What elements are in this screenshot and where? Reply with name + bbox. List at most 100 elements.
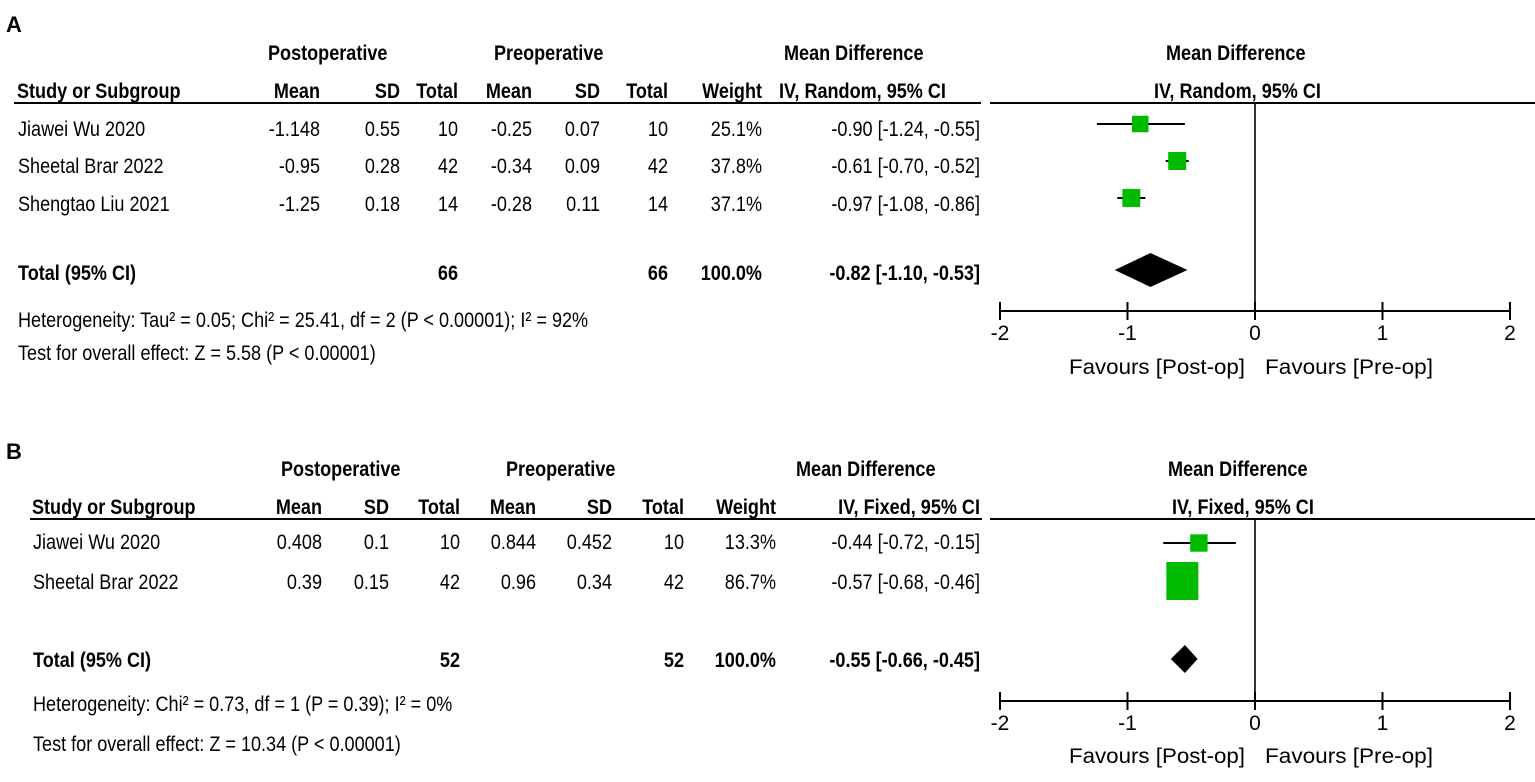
cell-sd1: 0.1 (363, 531, 389, 554)
cell-sd1: 0.55 (364, 118, 400, 141)
group1-header: Postoperative (268, 42, 388, 65)
cell-mean2: 0.844 (490, 531, 536, 554)
favours-right-label: Favours [Pre-op] (1265, 745, 1433, 768)
x-tick-label: 1 (1377, 712, 1389, 735)
total-total1: 66 (437, 262, 458, 285)
total-total2: 52 (663, 649, 684, 672)
cell-sd1: 0.15 (353, 571, 389, 594)
cell-ci: -0.57 [-0.68, -0.46] (831, 571, 980, 594)
x-tick-label: 0 (1249, 712, 1261, 735)
study-marker (1122, 189, 1141, 207)
panel-label: B (6, 439, 22, 464)
cell-weight: 13.3% (724, 531, 776, 554)
x-tick-label: 0 (1249, 322, 1261, 345)
forest-plot: -2 -1 0 1 2 Favours [Post-op] Favours [Pre-op] (991, 520, 1516, 768)
plot-effect-header: Mean Difference (1166, 42, 1306, 65)
col-sd2: SD (586, 496, 612, 519)
col-study: Study or Subgroup (32, 496, 196, 519)
cell-weight: 37.8% (710, 155, 762, 178)
cell-sd1: 0.18 (364, 193, 400, 216)
col-weight: Weight (716, 496, 776, 519)
group1-header: Postoperative (281, 458, 401, 481)
plot-header-rule (990, 102, 1535, 104)
col-mean2: Mean (489, 496, 536, 519)
favours-left-label: Favours [Post-op] (1069, 356, 1245, 379)
col-total1: Total (418, 496, 460, 519)
header-rule (14, 102, 981, 104)
forest-plot-panel-a: A Postoperative Preoperative Mean Differ… (6, 12, 1535, 379)
col-mean2: Mean (485, 80, 532, 103)
panel-label: A (6, 12, 22, 37)
cell-mean1: 0.408 (276, 531, 322, 554)
cell-total2: 10 (663, 531, 684, 554)
x-tick-label: -2 (991, 322, 1010, 345)
total-weight: 100.0% (700, 262, 762, 285)
cell-mean1: -1.25 (278, 193, 320, 216)
study-marker (1168, 152, 1187, 170)
overall-effect-text: Test for overall effect: Z = 5.58 (P < 0… (18, 342, 376, 365)
study-marker (1131, 115, 1149, 133)
cell-total2: 10 (647, 118, 668, 141)
cell-ci: -0.90 [-1.24, -0.55] (831, 118, 980, 141)
cell-mean1: 0.39 (286, 571, 322, 594)
cell-total1: 42 (437, 155, 458, 178)
overall-effect-text: Test for overall effect: Z = 10.34 (P < … (33, 733, 401, 756)
cell-mean2: 0.96 (500, 571, 536, 594)
col-weight: Weight (702, 80, 762, 103)
header-rule (30, 518, 982, 520)
col-ci: IV, Fixed, 95% CI (838, 496, 980, 519)
group2-header: Preoperative (506, 458, 616, 481)
heterogeneity-text: Heterogeneity: Chi² = 0.73, df = 1 (P = … (33, 693, 453, 716)
cell-sd2: 0.09 (564, 155, 600, 178)
total-label: Total (95% CI) (33, 649, 152, 672)
cell-sd2: 0.11 (566, 193, 600, 216)
favours-left-label: Favours [Post-op] (1069, 745, 1245, 768)
col-total1: Total (416, 80, 458, 103)
col-sd1: SD (363, 496, 389, 519)
cell-mean2: -0.34 (490, 155, 532, 178)
plot-method: IV, Fixed, 95% CI (1172, 496, 1314, 519)
col-mean1: Mean (273, 80, 320, 103)
x-tick-label: -1 (1118, 322, 1137, 345)
cell-total2: 42 (647, 155, 668, 178)
total-ci: -0.55 [-0.66, -0.45] (829, 649, 980, 672)
cell-sd2: 0.452 (566, 531, 612, 554)
plot-header-rule (990, 518, 1535, 520)
cell-mean1: -1.148 (268, 118, 320, 141)
total-weight: 100.0% (714, 649, 776, 672)
study-marker (1166, 562, 1199, 600)
col-sd2: SD (574, 80, 600, 103)
cell-total1: 14 (437, 193, 458, 216)
cell-sd2: 0.34 (576, 571, 612, 594)
total-ci: -0.82 [-1.10, -0.53] (829, 262, 980, 285)
pooled-diamond (1114, 253, 1188, 287)
total-label: Total (95% CI) (18, 262, 137, 285)
heterogeneity-text: Heterogeneity: Tau² = 0.05; Chi² = 25.41… (18, 309, 589, 332)
x-tick-label: 1 (1377, 322, 1389, 345)
cell-total1: 10 (437, 118, 458, 141)
study-name: Jiawei Wu 2020 (33, 531, 161, 554)
cell-total2: 42 (663, 571, 684, 594)
study-name: Sheetal Brar 2022 (18, 155, 164, 178)
x-tick-label: -1 (1118, 712, 1137, 735)
cell-ci: -0.61 [-0.70, -0.52] (831, 155, 980, 178)
total-total1: 52 (439, 649, 460, 672)
col-total2: Total (642, 496, 684, 519)
cell-sd2: 0.07 (564, 118, 600, 141)
cell-total1: 10 (439, 531, 460, 554)
study-name: Sheetal Brar 2022 (33, 571, 179, 594)
effect-header: Mean Difference (784, 42, 924, 65)
total-total2: 66 (647, 262, 668, 285)
x-tick-label: 2 (1504, 322, 1516, 345)
col-total2: Total (626, 80, 668, 103)
forest-plot: -2 -1 0 1 2 Favours [Post-op] Favours [Pre-op] (991, 104, 1516, 379)
cell-mean1: -0.95 (278, 155, 320, 178)
effect-header: Mean Difference (796, 458, 936, 481)
favours-right-label: Favours [Pre-op] (1265, 356, 1433, 379)
x-tick-label: 2 (1504, 712, 1516, 735)
forest-plot-panel-b: B Postoperative Preoperative Mean Differ… (0, 391, 1535, 782)
cell-total1: 42 (439, 571, 460, 594)
plot-method: IV, Random, 95% CI (1154, 80, 1321, 103)
plot-effect-header: Mean Difference (1168, 458, 1308, 481)
group2-header: Preoperative (494, 42, 604, 65)
